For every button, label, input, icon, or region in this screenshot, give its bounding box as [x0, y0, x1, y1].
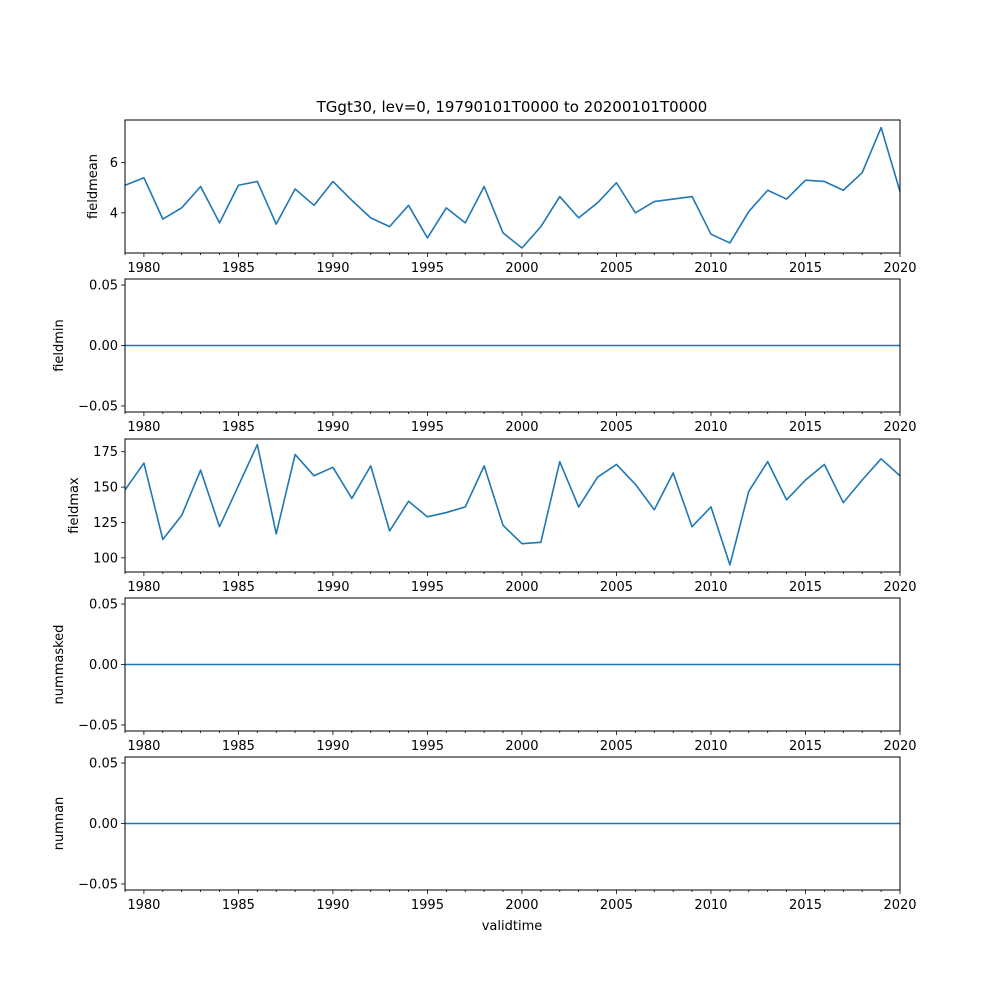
fieldmin-y-tick-label: −0.05 — [78, 399, 118, 414]
fieldmin-x-tick-label: 2020 — [883, 420, 916, 435]
fieldmean-axes-frame — [124, 119, 901, 254]
fieldmean-x-tick-label: 1980 — [127, 261, 160, 276]
fieldmin-x-tick-label: 2010 — [694, 420, 727, 435]
panel-numnan: 1980 1985 1990 1995 2000 2005 2010 2015 2020 −0.0… — [52, 756, 917, 913]
numnan-x-tick-label: 1990 — [316, 898, 349, 913]
fieldmax-y-axis-label: fieldmax — [67, 477, 82, 534]
nummasked-x-tick-label: 1995 — [411, 739, 444, 754]
fieldmean-x-tick-label: 1990 — [316, 261, 349, 276]
panel-fieldmax: 1980 1985 1990 1995 2000 2005 2010 2015 2020 100 1… — [67, 438, 917, 595]
numnan-x-tick-label: 2020 — [883, 898, 916, 913]
nummasked-y-tick-label: 0.05 — [89, 598, 118, 613]
x-axis-label: validtime — [482, 919, 543, 934]
nummasked-y-tick-label: −0.05 — [78, 718, 118, 733]
fieldmean-x-tick-label: 2015 — [789, 261, 822, 276]
numnan-y-tick-label: −0.05 — [78, 877, 118, 892]
fieldmin-x-tick-label: 1985 — [222, 420, 255, 435]
fieldmax-series-line — [124, 443, 901, 566]
fieldmin-y-axis-label: fieldmin — [52, 319, 67, 372]
nummasked-x-tick-label: 1990 — [316, 739, 349, 754]
fieldmin-x-tick-label: 2000 — [505, 420, 538, 435]
numnan-x-tick-label: 2015 — [789, 898, 822, 913]
numnan-x-tick-label: 1985 — [222, 898, 255, 913]
fieldmean-y-tick-label: 4 — [110, 206, 118, 221]
fieldmax-x-tick-label: 2010 — [694, 580, 727, 595]
numnan-x-tick-label: 1995 — [411, 898, 444, 913]
numnan-x-tick-label: 2000 — [505, 898, 538, 913]
fieldmax-y-tick-label: 175 — [93, 445, 118, 460]
nummasked-x-tick-label: 2020 — [883, 739, 916, 754]
fieldmean-y-tick-label: 6 — [110, 156, 118, 171]
fieldmax-x-tick-label: 2005 — [600, 580, 633, 595]
nummasked-x-tick-label: 2010 — [694, 739, 727, 754]
numnan-x-tick-label: 2005 — [600, 898, 633, 913]
fieldmax-x-tick-label: 2000 — [505, 580, 538, 595]
nummasked-y-axis-label: nummasked — [52, 625, 67, 705]
numnan-y-tick-label: 0.05 — [89, 757, 118, 772]
nummasked-x-tick-label: 2000 — [505, 739, 538, 754]
fieldmean-x-tick-label: 2005 — [600, 261, 633, 276]
fieldmax-y-tick-label: 100 — [93, 551, 118, 566]
numnan-y-axis-label: numnan — [52, 797, 67, 851]
numnan-x-tick-label: 1980 — [127, 898, 160, 913]
panels: 1980 1985 1990 1995 2000 2005 2010 2015 2020 4 6 fi… — [52, 119, 917, 913]
chart-title: TGgt30, lev=0, 19790101T0000 to 20200101… — [316, 98, 708, 116]
nummasked-x-tick-label: 2015 — [789, 739, 822, 754]
fieldmin-y-tick-label: 0.00 — [89, 339, 118, 354]
nummasked-x-tick-label: 2005 — [600, 739, 633, 754]
fieldmax-x-tick-label: 1990 — [316, 580, 349, 595]
panel-nummasked: 1980 1985 1990 1995 2000 2005 2010 2015 2020 −0.0… — [52, 597, 917, 754]
numnan-x-tick-label: 2010 — [694, 898, 727, 913]
fieldmax-y-tick-label: 125 — [93, 516, 118, 531]
panel-fieldmin: 1980 1985 1990 1995 2000 2005 2010 2015 2020 −0.0… — [52, 278, 917, 435]
fieldmin-x-tick-label: 1990 — [316, 420, 349, 435]
fieldmax-x-tick-label: 1985 — [222, 580, 255, 595]
numnan-y-tick-label: 0.00 — [89, 817, 118, 832]
fieldmax-x-tick-label: 1980 — [127, 580, 160, 595]
nummasked-y-tick-label: 0.00 — [89, 658, 118, 673]
fieldmean-x-tick-label: 1985 — [222, 261, 255, 276]
fieldmax-x-tick-label: 2015 — [789, 580, 822, 595]
fieldmean-x-tick-label: 2020 — [883, 261, 916, 276]
fieldmean-series-line — [124, 126, 901, 249]
fieldmean-y-axis-label: fieldmean — [86, 154, 101, 219]
fieldmax-x-tick-label: 1995 — [411, 580, 444, 595]
fieldmax-axes-frame — [124, 438, 901, 573]
fieldmin-x-tick-label: 2015 — [789, 420, 822, 435]
fieldmin-x-tick-label: 1995 — [411, 420, 444, 435]
panel-fieldmean: 1980 1985 1990 1995 2000 2005 2010 2015 2020 4 6 fi… — [86, 119, 917, 276]
fieldmin-x-tick-label: 1980 — [127, 420, 160, 435]
fieldmax-y-tick-label: 150 — [93, 481, 118, 496]
fieldmax-x-tick-label: 2020 — [883, 580, 916, 595]
nummasked-x-tick-label: 1980 — [127, 739, 160, 754]
nummasked-x-tick-label: 1985 — [222, 739, 255, 754]
fieldmean-x-tick-label: 2010 — [694, 261, 727, 276]
fieldmin-y-tick-label: 0.05 — [89, 279, 118, 294]
fieldmean-x-tick-label: 1995 — [411, 261, 444, 276]
fieldmean-x-tick-label: 2000 — [505, 261, 538, 276]
fieldmin-x-tick-label: 2005 — [600, 420, 633, 435]
